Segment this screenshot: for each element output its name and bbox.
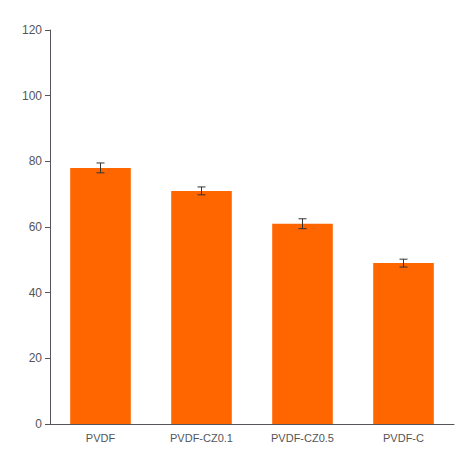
svg-text:60: 60 xyxy=(29,220,43,234)
svg-text:40: 40 xyxy=(29,286,43,300)
svg-text:PVDF: PVDF xyxy=(86,432,116,444)
svg-text:80: 80 xyxy=(29,154,43,168)
svg-text:PVDF-C: PVDF-C xyxy=(383,432,424,444)
svg-text:PVDF-CZ0.1: PVDF-CZ0.1 xyxy=(170,432,233,444)
svg-text:0: 0 xyxy=(35,417,42,431)
svg-text:120: 120 xyxy=(22,23,42,37)
svg-text:100: 100 xyxy=(22,89,42,103)
svg-text:PVDF-CZ0.5: PVDF-CZ0.5 xyxy=(271,432,334,444)
svg-text:20: 20 xyxy=(29,351,43,365)
